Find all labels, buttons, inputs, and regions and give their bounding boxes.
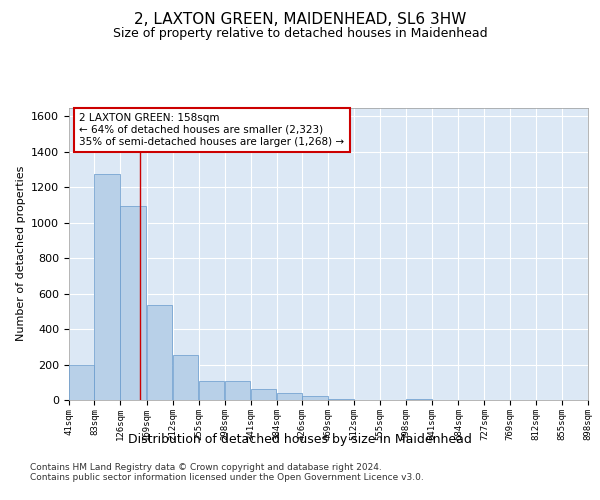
- Text: Distribution of detached houses by size in Maidenhead: Distribution of detached houses by size …: [128, 432, 472, 446]
- Bar: [121, 206, 146, 400]
- Text: Size of property relative to detached houses in Maidenhead: Size of property relative to detached ho…: [113, 28, 487, 40]
- Bar: [406, 399, 432, 400]
- Text: Contains HM Land Registry data © Crown copyright and database right 2024.: Contains HM Land Registry data © Crown c…: [30, 462, 382, 471]
- Bar: [199, 382, 224, 400]
- Text: Contains public sector information licensed under the Open Government Licence v3: Contains public sector information licen…: [30, 472, 424, 482]
- Bar: [328, 399, 353, 400]
- Bar: [94, 174, 120, 400]
- Bar: [173, 355, 198, 400]
- Bar: [224, 382, 250, 400]
- Y-axis label: Number of detached properties: Number of detached properties: [16, 166, 26, 342]
- Bar: [146, 305, 172, 400]
- Bar: [302, 396, 328, 400]
- Bar: [277, 393, 302, 400]
- Bar: [251, 390, 276, 400]
- Text: 2 LAXTON GREEN: 158sqm
← 64% of detached houses are smaller (2,323)
35% of semi-: 2 LAXTON GREEN: 158sqm ← 64% of detached…: [79, 114, 344, 146]
- Text: 2, LAXTON GREEN, MAIDENHEAD, SL6 3HW: 2, LAXTON GREEN, MAIDENHEAD, SL6 3HW: [134, 12, 466, 28]
- Bar: [69, 366, 94, 400]
